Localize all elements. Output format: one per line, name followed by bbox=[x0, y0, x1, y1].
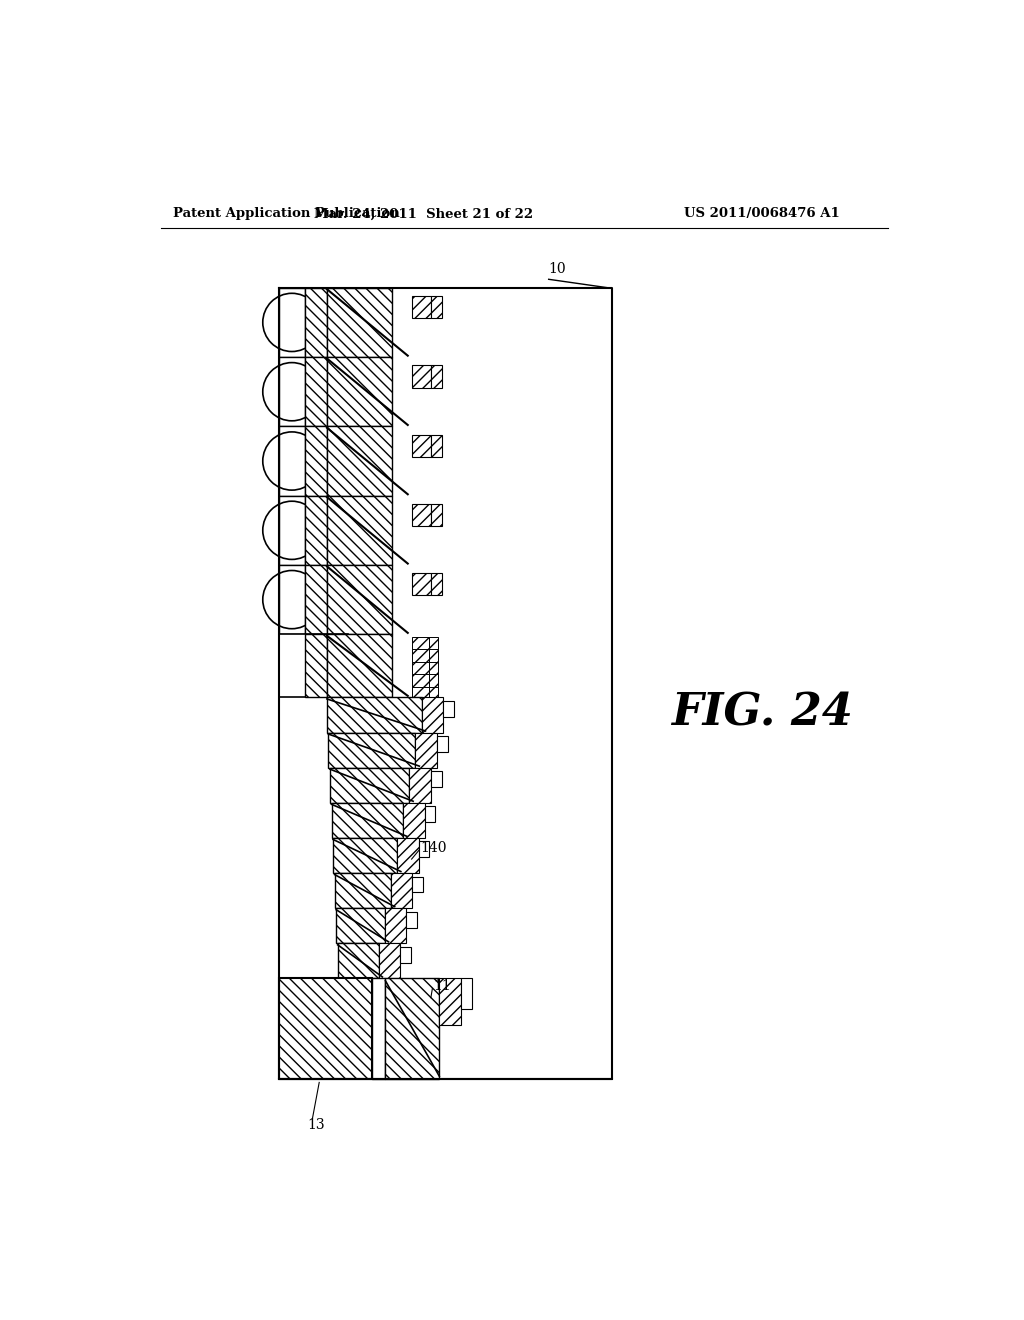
Bar bbox=[410, 768, 431, 803]
Bar bbox=[338, 944, 379, 978]
Bar bbox=[333, 838, 397, 873]
Bar bbox=[304, 635, 327, 697]
Bar bbox=[385, 978, 439, 1078]
Text: 11: 11 bbox=[433, 979, 451, 993]
Bar bbox=[327, 496, 392, 565]
Bar bbox=[412, 366, 431, 388]
Bar bbox=[280, 565, 304, 635]
Bar bbox=[329, 733, 416, 768]
Bar bbox=[304, 565, 327, 635]
Bar bbox=[412, 675, 429, 688]
Text: 10: 10 bbox=[549, 263, 566, 276]
Bar bbox=[431, 366, 442, 388]
Bar bbox=[332, 803, 403, 838]
Text: US 2011/0068476 A1: US 2011/0068476 A1 bbox=[684, 207, 840, 220]
Bar bbox=[412, 636, 429, 651]
Bar bbox=[385, 908, 407, 944]
Bar bbox=[431, 771, 441, 787]
Bar bbox=[407, 912, 417, 928]
Bar bbox=[431, 434, 442, 457]
Bar bbox=[330, 768, 410, 803]
Bar bbox=[431, 573, 442, 595]
Bar bbox=[280, 635, 348, 697]
Bar bbox=[443, 701, 454, 717]
Text: FIG. 24: FIG. 24 bbox=[671, 692, 853, 734]
Text: Mar. 24, 2011  Sheet 21 of 22: Mar. 24, 2011 Sheet 21 of 22 bbox=[313, 207, 532, 220]
Bar bbox=[412, 573, 431, 595]
Bar bbox=[429, 675, 438, 688]
Bar bbox=[403, 803, 425, 838]
Bar bbox=[327, 288, 392, 358]
Bar bbox=[422, 697, 443, 733]
Bar bbox=[412, 688, 429, 701]
Bar bbox=[304, 496, 327, 565]
Bar bbox=[280, 358, 304, 426]
Bar bbox=[304, 358, 327, 426]
Bar bbox=[431, 504, 442, 527]
Bar bbox=[397, 838, 419, 873]
Bar bbox=[412, 504, 431, 527]
Bar bbox=[439, 978, 461, 1024]
Bar bbox=[327, 635, 392, 697]
Bar bbox=[327, 565, 392, 635]
Bar bbox=[461, 978, 472, 1010]
Bar bbox=[304, 288, 327, 358]
Text: 140: 140 bbox=[420, 841, 446, 854]
Bar bbox=[419, 841, 429, 857]
Bar bbox=[416, 733, 437, 768]
Bar bbox=[437, 737, 447, 752]
Bar bbox=[429, 636, 438, 651]
Bar bbox=[429, 661, 438, 676]
Text: Patent Application Publication: Patent Application Publication bbox=[173, 207, 399, 220]
Bar bbox=[335, 873, 391, 908]
Bar bbox=[429, 649, 438, 663]
Bar bbox=[429, 688, 438, 701]
Bar bbox=[327, 697, 422, 733]
Bar bbox=[280, 496, 304, 565]
Bar bbox=[413, 876, 423, 892]
Bar bbox=[280, 288, 304, 358]
Bar bbox=[304, 426, 327, 496]
Bar bbox=[280, 426, 304, 496]
Bar bbox=[372, 978, 385, 1078]
Bar bbox=[280, 978, 372, 1078]
Bar bbox=[391, 873, 413, 908]
Bar bbox=[412, 649, 429, 663]
Bar bbox=[431, 296, 442, 318]
Bar bbox=[336, 908, 385, 944]
Bar bbox=[327, 358, 392, 426]
Bar bbox=[327, 426, 392, 496]
Bar bbox=[379, 944, 400, 978]
Text: 13: 13 bbox=[307, 1118, 326, 1131]
Bar bbox=[400, 946, 411, 962]
Bar bbox=[412, 296, 431, 318]
Bar bbox=[412, 661, 429, 676]
Bar bbox=[412, 434, 431, 457]
Bar bbox=[425, 807, 435, 822]
